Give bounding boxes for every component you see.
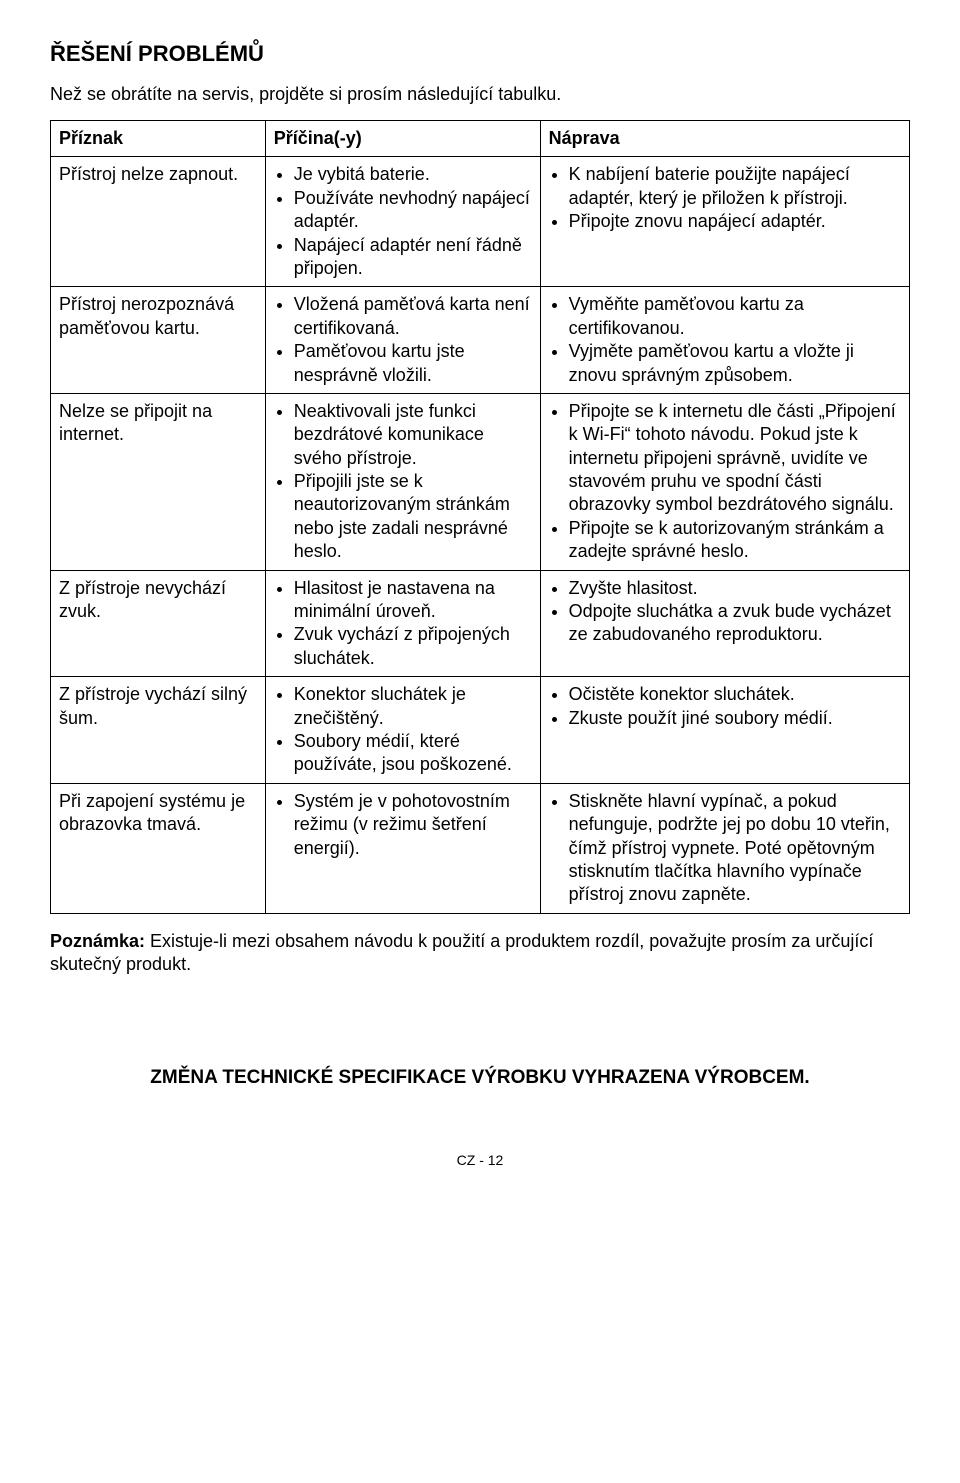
remedy-cell: Stiskněte hlavní vypínač, a pokud nefung… [540,783,909,913]
remedy-item: Stiskněte hlavní vypínač, a pokud nefung… [569,790,901,907]
remedy-cell: Vyměňte paměťovou kartu za certifikovano… [540,287,909,394]
troubleshooting-table: Příznak Příčina(-y) Náprava Přístroj nel… [50,120,910,914]
cause-item: Je vybitá baterie. [294,163,532,186]
remedy-item: Vyměňte paměťovou kartu za certifikovano… [569,293,901,340]
remedy-item: Připojte znovu napájecí adaptér. [569,210,901,233]
remedy-cell: Očistěte konektor sluchátek.Zkuste použí… [540,677,909,784]
cause-item: Hlasitost je nastavena na minimální úrov… [294,577,532,624]
note-text: Existuje-li mezi obsahem návodu k použit… [50,931,873,974]
cause-item: Neaktivovali jste funkci bezdrátové komu… [294,400,532,470]
remedy-item: Zkuste použít jiné soubory médií. [569,707,901,730]
note: Poznámka: Existuje-li mezi obsahem návod… [50,930,910,977]
remedy-cell: Zvyšte hlasitost.Odpojte sluchátka a zvu… [540,570,909,677]
remedy-item: Očistěte konektor sluchátek. [569,683,901,706]
cause-item: Soubory médií, které používáte, jsou poš… [294,730,532,777]
remedy-item: K nabíjení baterie použijte napájecí ada… [569,163,901,210]
remedy-cell: Připojte se k internetu dle části „Připo… [540,393,909,570]
table-row: Nelze se připojit na internet. Neaktivova… [51,393,910,570]
table-row: Přístroj nerozpoznává paměťovou kartu. Vl… [51,287,910,394]
table-row: Při zapojení systému je obrazovka tmavá.… [51,783,910,913]
cause-cell: Je vybitá baterie.Používáte nevhodný nap… [265,157,540,287]
remedy-item: Zvyšte hlasitost. [569,577,901,600]
header-symptom: Příznak [51,120,266,156]
header-cause: Příčina(-y) [265,120,540,156]
cause-item: Paměťovou kartu jste nesprávně vložili. [294,340,532,387]
symptom-cell: Z přístroje vychází silný šum. [51,677,266,784]
header-remedy: Náprava [540,120,909,156]
remedy-item: Připojte se k autorizovaným stránkám a z… [569,517,901,564]
table-header-row: Příznak Příčina(-y) Náprava [51,120,910,156]
cause-item: Konektor sluchátek je znečištěný. [294,683,532,730]
cause-item: Používáte nevhodný napájecí adaptér. [294,187,532,234]
intro-text: Než se obrátíte na servis, projděte si p… [50,83,910,106]
cause-cell: Neaktivovali jste funkci bezdrátové komu… [265,393,540,570]
table-row: Z přístroje vychází silný šum.Konektor s… [51,677,910,784]
cause-item: Připojili jste se k neautorizovaným strá… [294,470,532,564]
cause-item: Systém je v pohotovostním režimu (v reži… [294,790,532,860]
page-number: CZ - 12 [50,1151,910,1169]
remedy-item: Připojte se k internetu dle části „Připo… [569,400,901,517]
symptom-cell: Při zapojení systému je obrazovka tmavá. [51,783,266,913]
cause-item: Napájecí adaptér není řádně připojen. [294,234,532,281]
cause-cell: Hlasitost je nastavena na minimální úrov… [265,570,540,677]
symptom-cell: Nelze se připojit na internet. [51,393,266,570]
remedy-cell: K nabíjení baterie použijte napájecí ada… [540,157,909,287]
table-row: Přístroj nelze zapnout.Je vybitá baterie… [51,157,910,287]
note-label: Poznámka: [50,931,145,951]
remedy-item: Vyjměte paměťovou kartu a vložte ji znov… [569,340,901,387]
page-title: ŘEŠENÍ PROBLÉMŮ [50,40,910,69]
footer-specification-notice: ZMĚNA TECHNICKÉ SPECIFIKACE VÝROBKU VYHR… [50,1066,910,1091]
table-row: Z přístroje nevychází zvuk. Hlasitost je … [51,570,910,677]
remedy-item: Odpojte sluchátka a zvuk bude vycházet z… [569,600,901,647]
symptom-cell: Z přístroje nevychází zvuk. [51,570,266,677]
cause-item: Zvuk vychází z připojených sluchátek. [294,623,532,670]
symptom-cell: Přístroj nerozpoznává paměťovou kartu. [51,287,266,394]
cause-cell: Konektor sluchátek je znečištěný.Soubory… [265,677,540,784]
cause-cell: Vložená paměťová karta není certifikovan… [265,287,540,394]
cause-cell: Systém je v pohotovostním režimu (v reži… [265,783,540,913]
symptom-cell: Přístroj nelze zapnout. [51,157,266,287]
cause-item: Vložená paměťová karta není certifikovan… [294,293,532,340]
